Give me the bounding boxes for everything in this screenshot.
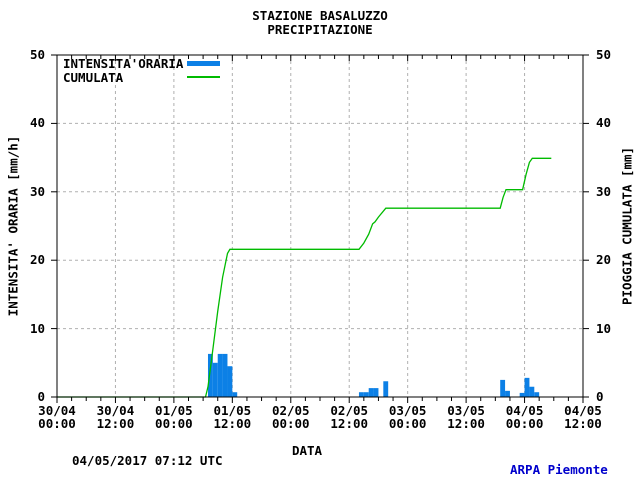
x-tick-time: 00:00: [38, 416, 76, 431]
x-tick-label: 02/05 00:00: [265, 404, 317, 430]
x-tick-label: 01/05 00:00: [148, 404, 200, 430]
legend-item-cumulata: CUMULATA: [63, 69, 220, 85]
y-axis-label-right: PIOGGIA CUMULATA [mm]: [619, 146, 635, 306]
x-tick-date: 04/05: [505, 403, 544, 418]
intensity-bar: [222, 353, 228, 397]
y-tick-label-left: 50: [29, 47, 45, 62]
x-tick-label: 03/05 00:00: [382, 404, 434, 430]
cumulative-polyline: [57, 157, 552, 398]
y-tick-label-right: 10: [596, 320, 612, 336]
intensity-bar: [534, 392, 540, 397]
x-tick-label: 04/05 12:00: [557, 404, 609, 430]
intensity-bar: [505, 390, 510, 397]
intensity-bars: [207, 353, 540, 397]
x-tick-date: 03/05: [447, 403, 485, 418]
x-tick-time: 12:00: [564, 416, 602, 431]
plot-border: [56, 54, 584, 398]
footer-brand: ARPA Piemonte: [510, 462, 608, 477]
y-tick-label-left: 10: [29, 320, 45, 336]
cumulative-line: [57, 157, 552, 398]
intensity-bar: [373, 388, 379, 397]
intensity-bar: [232, 392, 238, 397]
x-axis-label: DATA: [291, 443, 323, 458]
x-tick-time: 00:00: [388, 416, 427, 431]
intensity-bar: [529, 386, 535, 397]
x-tick-label: 01/05 12:00: [206, 404, 258, 430]
intensity-bar: [212, 362, 218, 397]
intensity-bar: [207, 353, 213, 397]
legend-label-intensity: INTENSITA'ORARIA: [63, 55, 184, 71]
plot-frame: [56, 54, 584, 398]
y-tick-label-right: 0: [596, 389, 604, 404]
y-tick-label-right: 40: [596, 115, 612, 131]
x-tick-time: 12:00: [213, 416, 252, 431]
legend-swatch-bar-icon: [187, 60, 220, 66]
axis-ticks: [51, 54, 589, 403]
x-tick-date: 02/05: [330, 403, 369, 418]
legend-swatch-line-icon: [187, 76, 220, 78]
intensity-bar: [524, 377, 530, 397]
x-tick-time: 00:00: [155, 416, 193, 431]
y-tick-label-right: 50: [596, 47, 612, 62]
y-tick-label-left: 0: [37, 389, 45, 404]
x-tick-time: 12:00: [96, 416, 135, 431]
intensity-bar: [227, 366, 233, 397]
x-tick-date: 04/05: [564, 403, 602, 418]
intensity-bar: [500, 379, 506, 397]
title-block: STAZIONE BASALUZZO PRECIPITAZIONE: [0, 9, 640, 37]
y-tick-label-right: 30: [596, 183, 612, 199]
y-tick-label-right: 20: [596, 252, 612, 268]
x-tick-date: 02/05: [271, 403, 310, 418]
x-tick-label: 03/05 12:00: [440, 404, 492, 430]
intensity-bar: [363, 392, 369, 397]
x-tick-date: 01/05: [213, 403, 252, 418]
intensity-bar: [383, 381, 389, 397]
chart-title: STAZIONE BASALUZZO: [252, 8, 388, 23]
y-tick-label-left: 30: [29, 183, 45, 199]
y-tick-label-left: 40: [29, 115, 45, 131]
x-tick-date: 30/04: [96, 403, 135, 418]
legend: INTENSITA'ORARIA CUMULATA: [63, 55, 220, 85]
x-tick-date: 03/05: [388, 403, 427, 418]
x-tick-time: 00:00: [271, 416, 310, 431]
x-tick-label: 04/05 00:00: [499, 404, 551, 430]
x-tick-label: 02/05 12:00: [323, 404, 375, 430]
intensity-bar: [519, 392, 525, 397]
legend-item-intensity: INTENSITA'ORARIA: [63, 55, 220, 71]
intensity-bar: [217, 353, 223, 397]
x-tick-date: 30/04: [38, 403, 76, 418]
y-tick-label-left: 20: [29, 252, 45, 268]
chart-subtitle: PRECIPITAZIONE: [267, 22, 373, 37]
legend-label-cumulata: CUMULATA: [63, 69, 124, 85]
x-tick-time: 00:00: [505, 416, 544, 431]
x-tick-time: 12:00: [330, 416, 369, 431]
footer-timestamp: 04/05/2017 07:12 UTC: [72, 453, 223, 468]
x-tick-label: 30/04 12:00: [89, 404, 141, 430]
grid-lines: [57, 55, 583, 397]
y-axis-label-left: INTENSITA' ORARIA [mm/h]: [5, 135, 21, 317]
x-tick-date: 01/05: [155, 403, 193, 418]
x-tick-time: 12:00: [447, 416, 485, 431]
intensity-bar: [358, 392, 364, 397]
x-tick-label: 30/04 00:00: [31, 404, 83, 430]
intensity-bar: [368, 388, 374, 397]
